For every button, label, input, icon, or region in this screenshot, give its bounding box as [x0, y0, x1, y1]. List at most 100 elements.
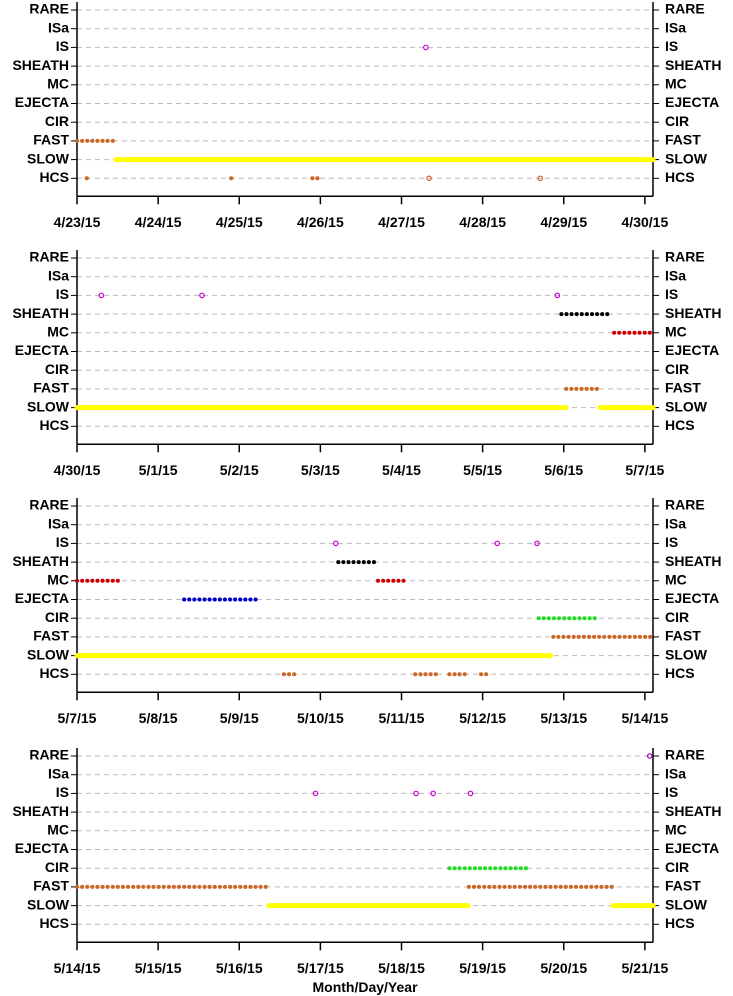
y-tick-label: SHEATH — [12, 553, 69, 569]
event — [430, 790, 436, 797]
y-tick-label-right: ISa — [665, 267, 686, 283]
y-tick-label: CIR — [45, 361, 69, 377]
y-tick-label: RARE — [29, 249, 69, 265]
y-tick-label-right: CIR — [665, 361, 689, 377]
event — [494, 540, 501, 547]
x-tick-label: 5/1/15 — [139, 462, 178, 478]
x-tick-label: 4/29/15 — [540, 214, 587, 230]
event — [423, 44, 429, 51]
y-tick-label: EJECTA — [15, 590, 69, 606]
y-tick-label-right: EJECTA — [665, 342, 719, 358]
y-tick-label: IS — [56, 38, 69, 54]
y-tick-label-right: MC — [665, 572, 687, 588]
y-tick-label-right: SLOW — [665, 646, 708, 662]
y-tick-label: FAST — [33, 628, 69, 644]
y-tick-label-right: RARE — [665, 249, 705, 265]
y-tick-label: SHEATH — [12, 305, 69, 321]
event — [467, 790, 474, 797]
event — [537, 175, 544, 182]
x-tick-label: 4/28/15 — [459, 214, 506, 230]
y-tick-label: HCS — [39, 665, 69, 681]
x-tick-label: 5/14/15 — [54, 960, 101, 976]
y-tick-label-right: IS — [665, 38, 678, 54]
x-tick-label: 4/30/15 — [622, 214, 669, 230]
y-tick-label-right: IS — [665, 286, 678, 302]
x-tick-label: 5/6/15 — [544, 462, 583, 478]
y-tick-label: SLOW — [27, 398, 70, 414]
y-tick-label-right: FAST — [665, 380, 701, 396]
y-tick-label: FAST — [33, 380, 69, 396]
y-tick-label: MC — [47, 572, 69, 588]
x-tick-label: 4/24/15 — [135, 214, 182, 230]
y-tick-label-right: CIR — [665, 113, 689, 129]
y-tick-label-right: IS — [665, 784, 678, 800]
y-tick-label-right: HCS — [665, 665, 695, 681]
y-tick-label-right: MC — [665, 76, 687, 92]
event — [98, 292, 105, 299]
y-tick-label-right: MC — [665, 324, 687, 340]
y-tick-label: EJECTA — [15, 342, 69, 358]
y-tick-label: HCS — [39, 915, 69, 931]
x-tick-label: 5/11/15 — [379, 710, 425, 726]
y-tick-label: EJECTA — [15, 840, 69, 856]
x-tick-label: 5/9/15 — [220, 710, 259, 726]
y-tick-label-right: IS — [665, 534, 678, 550]
y-tick-label-right: CIR — [665, 609, 689, 625]
y-tick-label-right: EJECTA — [665, 840, 719, 856]
event — [534, 540, 540, 547]
event — [554, 292, 561, 299]
y-tick-label: IS — [56, 784, 69, 800]
x-tick-label: 5/21/15 — [622, 960, 669, 976]
y-tick-label-right: ISa — [665, 765, 686, 781]
x-tick-label: 5/15/15 — [135, 960, 182, 976]
x-tick-label: 5/2/15 — [220, 462, 259, 478]
x-tick-label: 5/5/15 — [463, 462, 502, 478]
y-tick-label-right: FAST — [665, 628, 701, 644]
y-tick-label-right: FAST — [665, 132, 701, 148]
y-tick-label: EJECTA — [15, 94, 69, 110]
y-tick-label-right: SHEATH — [665, 57, 722, 73]
y-tick-label-right: HCS — [665, 915, 695, 931]
x-tick-label: 5/7/15 — [625, 462, 664, 478]
x-tick-label: 4/30/15 — [54, 462, 101, 478]
event — [199, 292, 205, 299]
y-tick-label: SLOW — [27, 896, 70, 912]
y-tick-label: CIR — [45, 609, 69, 625]
y-tick-label-right: SLOW — [665, 398, 708, 414]
y-tick-label: SLOW — [27, 150, 70, 166]
y-tick-label-right: SLOW — [665, 896, 708, 912]
y-tick-label: MC — [47, 76, 69, 92]
event — [312, 790, 319, 797]
y-tick-label: IS — [56, 534, 69, 550]
y-tick-label: SHEATH — [12, 803, 69, 819]
y-tick-label-right: EJECTA — [665, 590, 719, 606]
y-tick-label: MC — [47, 822, 69, 838]
y-tick-label-right: FAST — [665, 878, 701, 894]
y-tick-label: CIR — [45, 859, 69, 875]
y-tick-label: FAST — [33, 878, 69, 894]
y-tick-label: RARE — [29, 1, 69, 17]
x-tick-label: 5/8/15 — [139, 710, 178, 726]
event — [413, 790, 419, 797]
y-tick-label-right: ISa — [665, 19, 686, 35]
y-tick-label-right: HCS — [665, 169, 695, 185]
y-tick-label: IS — [56, 286, 69, 302]
x-tick-label: 4/26/15 — [297, 214, 344, 230]
y-tick-label-right: SHEATH — [665, 803, 722, 819]
y-tick-label-right: MC — [665, 822, 687, 838]
y-tick-label-right: RARE — [665, 1, 705, 17]
event — [332, 540, 339, 547]
x-tick-label: 4/23/15 — [54, 214, 101, 230]
x-tick-label: 5/12/15 — [459, 710, 506, 726]
y-tick-label-right: SHEATH — [665, 553, 722, 569]
x-tick-label: 5/20/15 — [540, 960, 587, 976]
x-tick-label: 5/17/15 — [297, 960, 344, 976]
y-tick-label: HCS — [39, 417, 69, 433]
y-tick-label: FAST — [33, 132, 69, 148]
y-tick-label-right: CIR — [665, 859, 689, 875]
y-tick-label: ISa — [48, 515, 69, 531]
x-tick-label: 5/14/15 — [622, 710, 669, 726]
y-tick-label-right: SHEATH — [665, 305, 722, 321]
y-tick-label: SLOW — [27, 646, 70, 662]
